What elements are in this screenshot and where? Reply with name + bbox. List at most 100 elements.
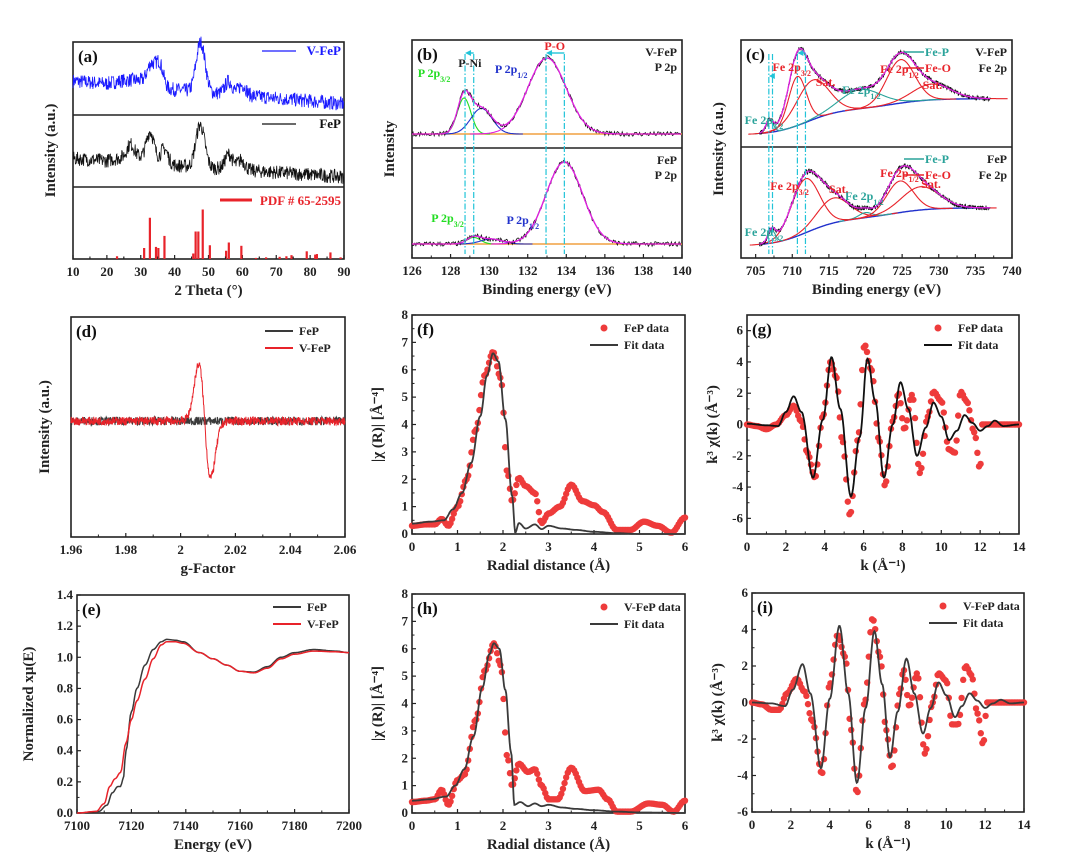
data-point — [503, 467, 510, 474]
y-axis-title: |χ (R)| [Å⁻⁴] — [370, 666, 386, 741]
x-tick-label: 4 — [591, 539, 598, 554]
legend-label: FeP — [299, 324, 319, 338]
x-tick-label: 8 — [899, 539, 906, 554]
legend-marker — [939, 602, 947, 610]
data-point — [534, 770, 541, 777]
y-axis-title: k³ χ(k) (Å⁻³) — [705, 385, 721, 464]
xrd-line-fep — [72, 121, 345, 184]
fit-line — [412, 642, 685, 814]
sample-label: FeP — [987, 152, 1007, 166]
x-tick-label: 5 — [636, 539, 643, 554]
fit-line — [412, 352, 685, 535]
background-line — [759, 207, 990, 246]
x-axis-title: k (Å⁻¹) — [860, 558, 905, 574]
panel-label: (a) — [78, 47, 98, 66]
x-tick-label: 1.96 — [60, 542, 83, 557]
data-point — [506, 770, 514, 777]
data-point — [911, 414, 919, 422]
legend-item: V-FeP — [273, 617, 339, 631]
xanes-line-fep — [77, 638, 349, 814]
peak-label: P 2p1/2 — [495, 62, 528, 80]
x-tick-label: 130 — [479, 263, 499, 278]
subscript: 3/2 — [773, 122, 783, 131]
arrow-head-icon — [546, 50, 553, 56]
data-point — [870, 617, 877, 624]
y-tick-label: 5 — [402, 668, 409, 683]
data-point — [477, 391, 485, 399]
subscript: 3/2 — [773, 234, 783, 243]
spectrum-label: Fe 2p — [979, 61, 1008, 75]
legend-label: V-FeP data — [624, 600, 681, 614]
data-point — [982, 712, 989, 720]
y-axis-title: Intensity (a.u.) — [37, 380, 53, 474]
x-axis-title: 2 Theta (°) — [174, 283, 242, 299]
x-tick-label: 6 — [682, 818, 689, 833]
y-tick-label: -4 — [737, 768, 748, 783]
y-tick-label: 1.0 — [57, 649, 73, 664]
data-point — [447, 798, 454, 805]
legend-label: Fit data — [624, 338, 664, 352]
data-point — [904, 691, 911, 699]
data-point — [940, 409, 947, 416]
data-points — [408, 640, 689, 815]
y-tick-label: 0.4 — [57, 743, 74, 758]
arrow-head-icon — [768, 73, 775, 79]
legend-label: FeP data — [624, 321, 669, 335]
peak-label: Fe 2p3/2 — [770, 179, 809, 197]
data-point — [681, 514, 689, 521]
y-tick-label: 0 — [402, 526, 409, 541]
y-tick-label: 4 — [742, 622, 749, 637]
y-tick-label: 1.4 — [57, 587, 74, 602]
data-point — [980, 737, 988, 744]
subscript: 3/2 — [440, 75, 450, 84]
x-tick-label: 10 — [67, 264, 80, 279]
data-point — [863, 348, 871, 356]
chart-panel-e: 7100 7120 7140 7160 7180 7200 Energy (eV) Norma… — [21, 587, 362, 853]
data-point — [562, 774, 570, 781]
data-point — [915, 675, 922, 682]
y-tick-label: 0.8 — [57, 680, 74, 695]
y-tick-label: 6 — [737, 323, 744, 338]
y-tick-label: 2 — [402, 471, 409, 486]
data-point — [939, 399, 946, 406]
x-tick-label: 12 — [979, 817, 992, 832]
x-axis-title: Radial distance (Å) — [487, 837, 610, 853]
data-point — [974, 710, 981, 717]
legend-label: V-FeP — [307, 43, 341, 58]
y-tick-label: 6 — [402, 641, 409, 656]
x-tick-label: 2 — [177, 542, 184, 557]
data-point — [806, 710, 813, 717]
x-tick-label: 40 — [168, 264, 181, 279]
xrd-line-v-fep — [72, 36, 345, 111]
data-point — [859, 366, 866, 374]
x-tick-label: 735 — [966, 263, 986, 278]
envelope-fit-line — [759, 165, 991, 245]
x-axis-title: Binding energy (eV) — [482, 282, 611, 298]
x-tick-label: 12 — [974, 539, 987, 554]
sample-label: V-FeP — [645, 45, 677, 59]
envelope-fit-line — [759, 47, 990, 134]
x-tick-label: 30 — [134, 264, 147, 279]
legend-label: Fe-O — [925, 168, 951, 182]
y-tick-label: 2 — [402, 750, 409, 765]
x-tick-label: 1.98 — [114, 542, 137, 557]
x-tick-label: 7120 — [118, 818, 144, 833]
y-tick-label: 6 — [742, 585, 749, 600]
x-tick-label: 740 — [1002, 263, 1022, 278]
panel-label: (h) — [417, 599, 438, 618]
peak-label: P 2p3/2 — [431, 211, 464, 229]
peak-label: Sat. — [816, 75, 836, 89]
data-point — [897, 399, 904, 407]
legend-item: FeP data — [934, 321, 1003, 335]
x-tick-label: 14 — [1013, 539, 1027, 554]
data-point — [561, 495, 568, 502]
peak-label: Sat. — [923, 78, 943, 92]
peak-label: Fe 2p1/2 — [880, 62, 919, 80]
x-tick-label: 715 — [819, 263, 839, 278]
data-point — [883, 478, 890, 485]
data-point — [899, 415, 906, 422]
data-point — [916, 694, 924, 701]
data-point — [903, 417, 911, 424]
x-tick-label: 6 — [865, 817, 872, 832]
xanes-line-v-fep — [77, 640, 349, 814]
